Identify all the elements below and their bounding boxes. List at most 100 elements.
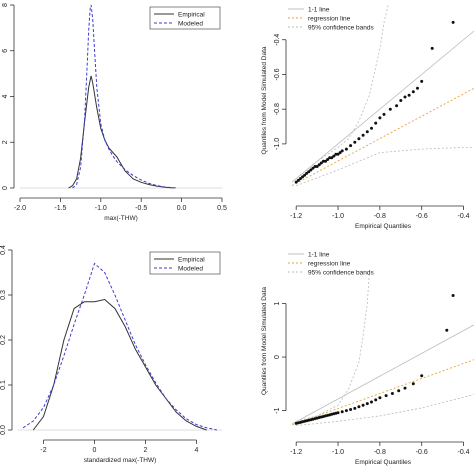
x-tick-label: -0.6 xyxy=(416,213,428,220)
empirical-density-line xyxy=(68,75,174,189)
y-axis-label: Quantiles from Model Simulated Data xyxy=(261,46,268,154)
legend-box xyxy=(149,251,221,275)
qq-point xyxy=(370,126,373,130)
y-tick-label: 4 xyxy=(2,94,9,98)
legend: Empirical Modeled xyxy=(149,6,221,30)
legend-label: Empirical xyxy=(178,257,205,264)
x-axis-label: standardized max(-THW) xyxy=(84,457,157,464)
qq-point xyxy=(357,137,361,141)
qq-point xyxy=(365,402,369,406)
x-axis-label: max(-THW) xyxy=(104,215,138,222)
qq-point xyxy=(407,93,411,97)
qq-point xyxy=(311,166,315,170)
y-tick-label: -0.8 xyxy=(274,103,281,115)
x-tick-label: -0.4 xyxy=(458,449,470,456)
qq-point xyxy=(326,158,330,161)
qq-point xyxy=(399,99,403,102)
qq-panel-bottom: -1.2 -1.0 -0.8 -0.6 -0.4 -1 0 1 Empirical Quanti… xyxy=(261,252,474,466)
qq-point xyxy=(403,386,407,390)
legend-label: regression line xyxy=(308,261,351,268)
y-tick-label: 0.3 xyxy=(0,290,7,300)
y-tick-label: 1 xyxy=(274,301,281,305)
qq-point xyxy=(411,90,415,94)
qq-point xyxy=(403,95,407,99)
y-tick-label: 8 xyxy=(2,3,9,7)
qq-point xyxy=(430,46,434,50)
qq-point xyxy=(317,163,321,167)
qq-point xyxy=(353,140,357,144)
legend-label: 95% confidence bands xyxy=(308,25,375,32)
qq-point xyxy=(315,165,319,168)
y-tick-label: 0.0 xyxy=(0,425,7,435)
qq-point xyxy=(378,396,382,400)
legend: 1-1 line regression line 95% confidence ba… xyxy=(288,252,375,277)
y-tick-label: -0.4 xyxy=(274,34,281,46)
qq-point xyxy=(332,154,336,158)
qq-point xyxy=(374,398,378,402)
qq-point xyxy=(336,411,340,415)
qq-point xyxy=(370,400,373,404)
x-tick-label: 4 xyxy=(195,447,199,454)
qq-point xyxy=(420,374,424,378)
x-tick-label: -0.6 xyxy=(416,449,428,456)
qq-point xyxy=(411,382,415,386)
y-axis-label: Quantiles from Model Simulated Data xyxy=(261,287,268,395)
legend-label: regression line xyxy=(308,16,351,23)
legend-label: Empirical xyxy=(178,12,205,19)
qq-point xyxy=(395,104,399,108)
qq-point xyxy=(294,180,298,184)
qq-point xyxy=(361,133,365,137)
qq-point xyxy=(340,149,344,153)
x-tick-label: 0 xyxy=(93,447,97,454)
qq-point xyxy=(349,144,353,148)
qq-point xyxy=(334,152,338,156)
modeled-density-line xyxy=(22,262,218,431)
legend-box xyxy=(149,6,221,30)
lower-confidence-band xyxy=(296,394,474,426)
x-tick-label: 0.0 xyxy=(177,205,187,212)
x-tick-label: -0.5 xyxy=(135,205,147,212)
qq-point xyxy=(321,159,325,163)
qq-point xyxy=(451,20,455,24)
y-tick-label: 0.4 xyxy=(0,245,7,255)
qq-point xyxy=(357,405,361,409)
qq-point xyxy=(324,159,327,163)
qq-point xyxy=(301,175,304,179)
x-tick-label: -1.2 xyxy=(290,213,302,220)
qq-point xyxy=(344,147,348,151)
qq-point xyxy=(340,410,344,414)
legend-label: 1-1 line xyxy=(308,252,330,259)
y-tick-label: 0 xyxy=(274,355,281,359)
regression-line xyxy=(291,87,474,186)
x-tick-label: -1.5 xyxy=(54,205,66,212)
qq-point xyxy=(349,408,353,411)
regression-line xyxy=(291,359,474,426)
y-tick-label: -0.6 xyxy=(274,68,281,80)
qq-point xyxy=(365,130,369,134)
qq-point xyxy=(309,168,313,172)
legend-label: 1-1 line xyxy=(308,7,330,14)
x-tick-label: -1.2 xyxy=(290,449,302,456)
qq-point xyxy=(397,389,401,393)
qq-point xyxy=(384,394,388,398)
legend: 1-1 line regression line 95% confidence ba… xyxy=(288,7,375,32)
qq-point xyxy=(382,112,386,116)
x-tick-label: -2 xyxy=(40,447,46,454)
qq-point xyxy=(319,161,323,165)
x-tick-label: 2 xyxy=(144,447,148,454)
lower-confidence-band xyxy=(296,147,474,186)
qq-point xyxy=(296,178,300,182)
one-to-one-line xyxy=(291,324,474,425)
qq-point xyxy=(298,177,302,181)
qq-point xyxy=(451,294,455,297)
qq-point xyxy=(378,116,382,120)
legend: Empirical Modeled xyxy=(149,251,221,275)
modeled-density-line xyxy=(72,4,178,189)
legend-label: 95% confidence bands xyxy=(308,270,375,277)
qq-point xyxy=(338,151,342,155)
qq-point xyxy=(420,79,424,83)
x-tick-label: -1.0 xyxy=(95,205,107,212)
qq-point xyxy=(445,328,449,332)
qq-point xyxy=(344,409,348,413)
qq-point xyxy=(305,171,309,175)
